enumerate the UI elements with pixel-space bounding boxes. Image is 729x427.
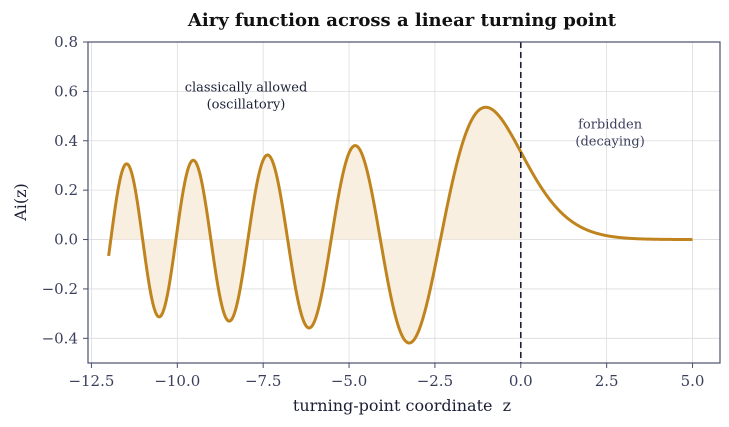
x-tick-label: −7.5 — [245, 372, 281, 390]
annotation-line: classically allowed — [185, 80, 308, 95]
chart-title: Airy function across a linear turning po… — [187, 10, 617, 31]
x-tick-label: −5.0 — [331, 372, 367, 390]
y-tick-label: 0.2 — [54, 181, 78, 199]
x-axis-label: turning-point coordinate z — [293, 396, 511, 415]
y-tick-label: −0.4 — [42, 329, 78, 347]
allowed-region-fill — [108, 107, 521, 344]
plot-frame — [87, 41, 721, 364]
y-tick-label: 0.0 — [54, 231, 78, 249]
y-tick-label: −0.2 — [42, 280, 78, 298]
x-tick-label: −12.5 — [68, 372, 114, 390]
annotation-line: forbidden — [578, 117, 643, 132]
x-tick-label: 5.0 — [681, 372, 705, 390]
y-axis: −0.4 −0.2 0.0 0.2 0.4 0.6 0.8 — [42, 33, 88, 347]
x-tick-label: 2.5 — [595, 372, 619, 390]
y-axis-label: Ai(z) — [11, 183, 30, 222]
annotation-forbidden: forbidden (decaying) — [575, 117, 644, 149]
airy-series-line — [107, 105, 694, 345]
y-tick-label: 0.4 — [54, 132, 78, 150]
x-tick-label: −10.0 — [154, 372, 200, 390]
x-tick-label: −2.5 — [417, 372, 453, 390]
annotation-line: (oscillatory) — [207, 97, 286, 112]
x-tick-label: 0.0 — [509, 372, 533, 390]
x-axis: −12.5 −10.0 −7.5 −5.0 −2.5 0.0 2.5 5.0 — [68, 363, 704, 390]
series-line — [107, 105, 694, 345]
annotation-allowed: classically allowed (oscillatory) — [185, 80, 308, 112]
y-tick-label: 0.6 — [54, 82, 78, 100]
y-tick-label: 0.8 — [54, 33, 78, 51]
annotations: classically allowed (oscillatory) forbidde… — [185, 80, 645, 149]
fill-area — [108, 107, 521, 344]
annotation-line: (decaying) — [575, 134, 644, 149]
